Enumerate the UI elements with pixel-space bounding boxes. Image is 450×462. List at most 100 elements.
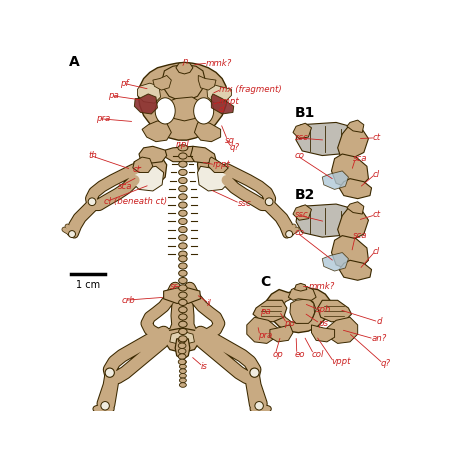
Ellipse shape	[179, 263, 187, 269]
Ellipse shape	[255, 401, 263, 410]
Ellipse shape	[179, 202, 187, 208]
Polygon shape	[293, 123, 311, 139]
Polygon shape	[332, 236, 369, 269]
Polygon shape	[247, 317, 278, 343]
Ellipse shape	[179, 186, 187, 192]
Ellipse shape	[179, 328, 187, 334]
Ellipse shape	[155, 98, 175, 124]
Text: q?: q?	[381, 359, 391, 368]
Text: pa: pa	[108, 91, 119, 100]
Text: crb: crb	[122, 296, 136, 305]
Polygon shape	[133, 157, 153, 172]
Ellipse shape	[179, 336, 187, 342]
Polygon shape	[207, 83, 231, 103]
Ellipse shape	[180, 378, 186, 383]
Text: eo: eo	[295, 350, 305, 359]
Polygon shape	[322, 253, 348, 271]
Text: rppt: rppt	[213, 160, 231, 169]
Polygon shape	[347, 120, 364, 133]
Ellipse shape	[180, 369, 186, 373]
Polygon shape	[267, 288, 330, 333]
Polygon shape	[311, 325, 334, 342]
Polygon shape	[295, 283, 307, 291]
Ellipse shape	[179, 153, 187, 159]
Text: ct: ct	[133, 165, 141, 174]
Ellipse shape	[180, 383, 186, 387]
Text: mx (fragment): mx (fragment)	[219, 85, 282, 94]
Ellipse shape	[179, 161, 187, 167]
Text: B2: B2	[295, 188, 315, 201]
Ellipse shape	[179, 270, 187, 276]
Ellipse shape	[179, 194, 187, 200]
Ellipse shape	[179, 235, 187, 241]
Ellipse shape	[180, 359, 186, 364]
Polygon shape	[131, 166, 164, 191]
Ellipse shape	[179, 307, 187, 313]
Text: vppt: vppt	[332, 358, 351, 366]
Polygon shape	[165, 146, 201, 162]
Polygon shape	[270, 325, 293, 342]
Ellipse shape	[179, 292, 187, 298]
Ellipse shape	[179, 285, 187, 291]
Polygon shape	[191, 146, 216, 163]
Text: sr: sr	[170, 282, 178, 291]
Ellipse shape	[179, 243, 187, 249]
Ellipse shape	[101, 401, 109, 410]
Polygon shape	[142, 121, 171, 142]
Text: C: C	[261, 275, 271, 289]
Polygon shape	[339, 179, 372, 199]
Text: cl: cl	[373, 247, 380, 255]
Ellipse shape	[178, 348, 186, 354]
Ellipse shape	[178, 343, 186, 348]
Text: sph: sph	[316, 305, 332, 314]
Text: co: co	[295, 151, 305, 160]
Ellipse shape	[88, 198, 96, 206]
Text: sca: sca	[353, 231, 368, 240]
Ellipse shape	[178, 354, 186, 359]
Text: pra: pra	[96, 114, 110, 123]
Text: sca: sca	[117, 182, 132, 191]
Polygon shape	[296, 122, 355, 156]
Text: th: th	[88, 151, 97, 160]
Polygon shape	[176, 62, 193, 74]
Polygon shape	[296, 204, 355, 237]
Ellipse shape	[179, 251, 187, 257]
Polygon shape	[338, 126, 369, 158]
Ellipse shape	[179, 226, 187, 233]
Polygon shape	[339, 260, 372, 280]
Polygon shape	[175, 339, 190, 359]
Text: B1: B1	[295, 106, 315, 120]
Ellipse shape	[179, 255, 187, 262]
Text: col: col	[311, 350, 324, 359]
Text: co: co	[295, 228, 305, 237]
Text: is: is	[201, 362, 207, 371]
Text: ps: ps	[318, 319, 328, 328]
Text: q?: q?	[230, 143, 240, 152]
Polygon shape	[208, 157, 228, 172]
Text: sca: sca	[353, 154, 368, 163]
Ellipse shape	[105, 368, 114, 377]
Ellipse shape	[178, 359, 186, 365]
Polygon shape	[137, 83, 161, 103]
Polygon shape	[347, 202, 364, 214]
Polygon shape	[212, 94, 234, 114]
Text: A: A	[69, 55, 80, 69]
Text: d: d	[219, 105, 225, 114]
Ellipse shape	[179, 210, 187, 216]
Text: pf: pf	[121, 79, 129, 88]
Text: pra: pra	[257, 331, 272, 340]
Polygon shape	[164, 328, 201, 353]
Text: cl: cl	[373, 170, 380, 178]
Ellipse shape	[178, 338, 186, 343]
Polygon shape	[170, 331, 194, 345]
Ellipse shape	[179, 177, 187, 183]
Polygon shape	[322, 171, 348, 189]
Ellipse shape	[179, 278, 187, 284]
Polygon shape	[288, 286, 316, 300]
Ellipse shape	[180, 373, 186, 378]
Polygon shape	[131, 158, 166, 186]
Ellipse shape	[194, 98, 214, 124]
Ellipse shape	[68, 231, 76, 237]
Text: ssc: ssc	[238, 199, 251, 208]
Ellipse shape	[265, 198, 273, 206]
